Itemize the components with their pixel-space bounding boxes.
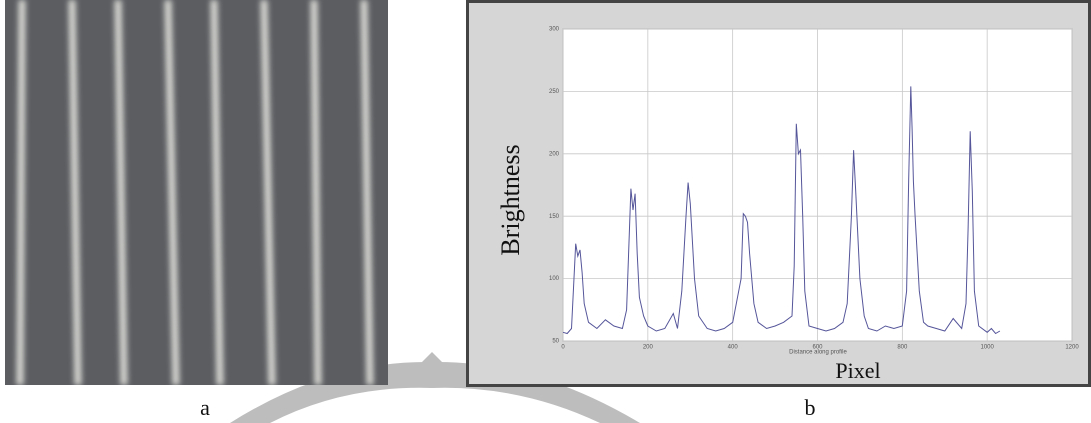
caption: b [805,395,816,420]
x-tick-label: 1200 [1065,345,1079,351]
caption: a [200,395,210,420]
y-axis-label: Brightness [496,144,525,255]
y-tick-label: 150 [549,214,560,220]
y-tick-label: 300 [549,27,560,33]
y-tick-label: 50 [552,339,559,345]
x-tick-label: 800 [897,345,908,351]
y-tick-label: 200 [549,151,560,157]
x-tick-label: 400 [728,345,739,351]
arrow-head [412,352,452,372]
profile-line [562,86,1001,335]
y-tick-label: 100 [549,276,560,282]
y-tick-label: 250 [549,89,560,95]
photo [5,0,388,386]
inner-x-label: Distance along profile [789,350,847,356]
x-tick-label: 0 [561,345,565,351]
x-axis-label: Pixel [835,358,880,383]
x-tick-label: 200 [643,345,654,351]
x-tick-label: 1000 [980,345,994,351]
x-tick-label: 600 [812,345,823,351]
